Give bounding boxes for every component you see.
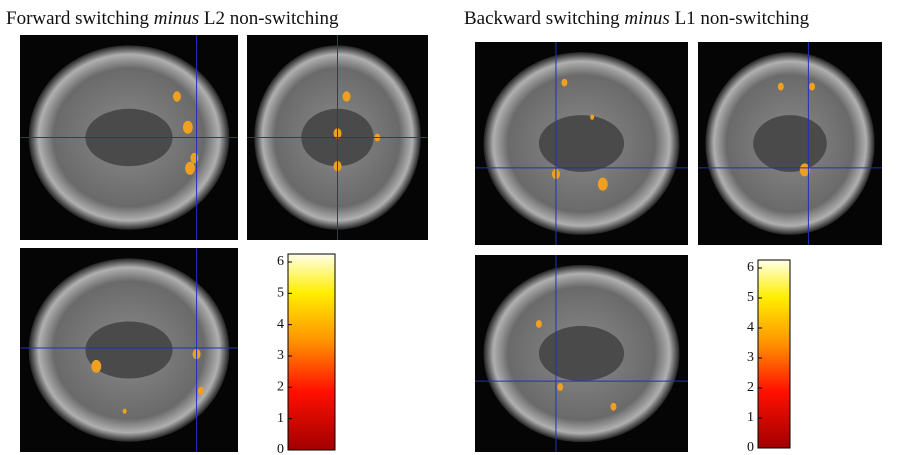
tick-label: 1 bbox=[277, 411, 284, 426]
panel-title: Backward switching minus L1 non-switchin… bbox=[464, 8, 810, 29]
activation bbox=[598, 178, 608, 191]
activation bbox=[183, 121, 193, 134]
tick-label: 0 bbox=[277, 442, 284, 455]
tick-label: 4 bbox=[277, 317, 284, 332]
colorbar bbox=[288, 254, 335, 450]
brain-inner bbox=[753, 115, 827, 172]
tick-label: 3 bbox=[277, 348, 284, 363]
page: {"panels": [ {"title": ["Forward switchi… bbox=[0, 0, 903, 455]
activation bbox=[198, 387, 204, 395]
title-part: L1 non-switching bbox=[675, 8, 810, 29]
colorbar bbox=[758, 260, 790, 448]
activation bbox=[91, 360, 101, 373]
tick-label: 5 bbox=[277, 286, 284, 301]
title-part: L2 non-switching bbox=[204, 8, 339, 29]
activation bbox=[123, 409, 127, 414]
activation bbox=[778, 83, 784, 91]
tick-label: 0 bbox=[747, 440, 754, 455]
activation bbox=[557, 383, 563, 391]
activation bbox=[561, 79, 567, 87]
title-part: minus bbox=[154, 8, 199, 29]
panel-title: Forward switching minus L2 non-switching bbox=[6, 8, 339, 29]
activation bbox=[809, 83, 815, 91]
brain-inner bbox=[539, 326, 624, 381]
title-part: Forward switching bbox=[6, 8, 150, 29]
tick-label: 4 bbox=[747, 320, 754, 335]
tick-label: 6 bbox=[277, 254, 284, 269]
tick-label: 6 bbox=[747, 260, 754, 275]
tick-label: 5 bbox=[747, 290, 754, 305]
tick-label: 2 bbox=[277, 380, 284, 395]
activation bbox=[343, 91, 351, 101]
activation bbox=[173, 91, 181, 101]
brain-inner bbox=[539, 115, 624, 172]
figure: Forward switching minus L2 non-switching… bbox=[0, 0, 903, 455]
title-part: minus bbox=[624, 8, 669, 29]
tick-label: 2 bbox=[747, 380, 754, 395]
activation bbox=[185, 162, 195, 175]
title-part: Backward switching bbox=[464, 8, 620, 29]
activation bbox=[536, 320, 542, 328]
activation bbox=[610, 403, 616, 411]
tick-label: 3 bbox=[747, 350, 754, 365]
activation bbox=[190, 153, 198, 163]
activation bbox=[590, 115, 594, 120]
tick-label: 1 bbox=[747, 410, 754, 425]
